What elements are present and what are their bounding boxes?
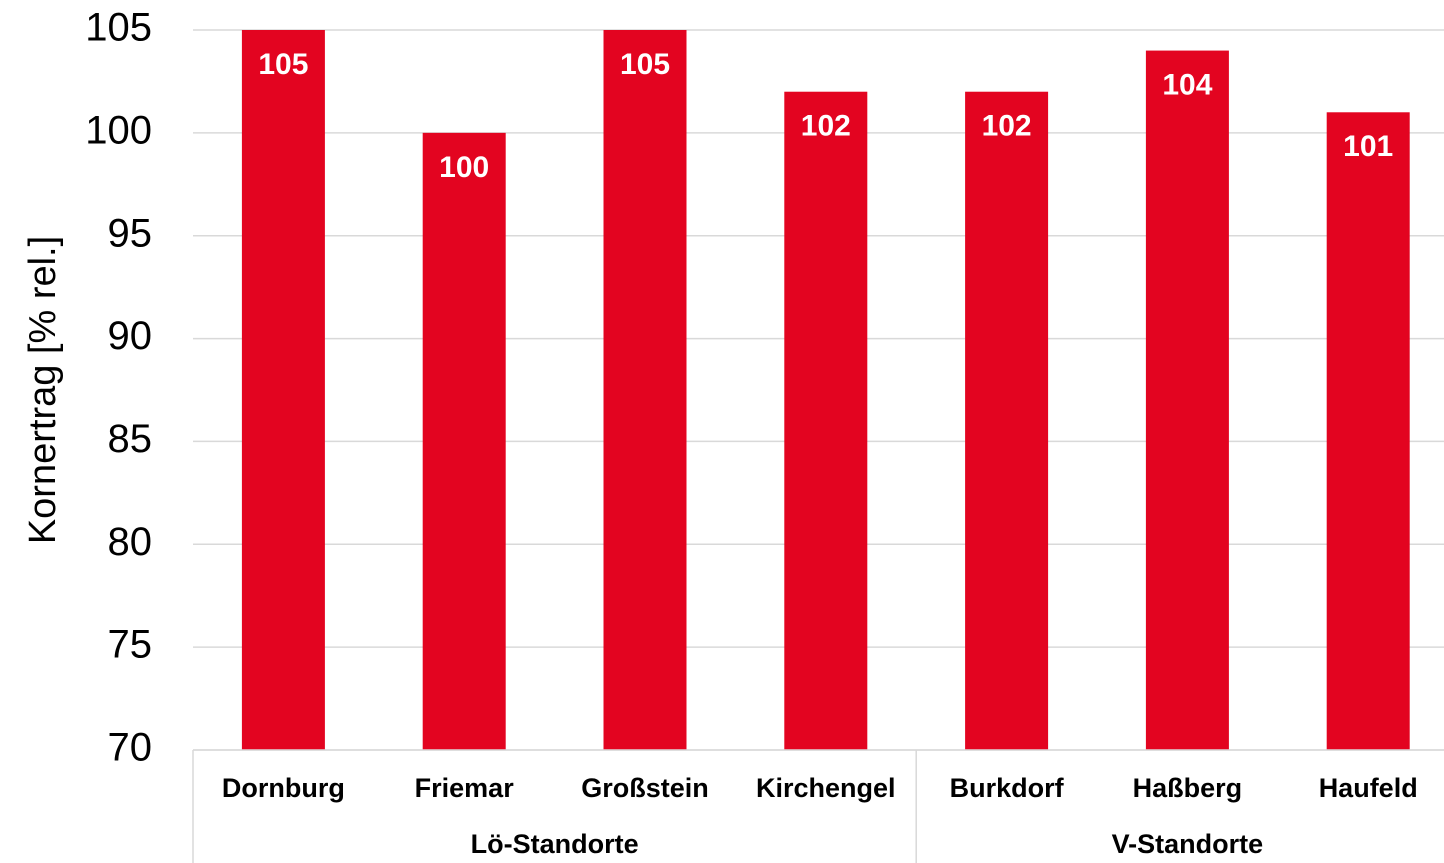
data-label: 104 — [1162, 68, 1212, 101]
data-label: 102 — [982, 110, 1032, 143]
data-label: 100 — [439, 151, 489, 184]
x-tick-label: Friemar — [415, 773, 515, 803]
y-tick-label: 105 — [85, 6, 152, 50]
y-axis-title: Kornertrag [% rel.] — [22, 236, 64, 544]
bar — [603, 30, 687, 750]
x-tick-label: Großstein — [581, 773, 709, 803]
x-tick-label: Burkdorf — [950, 773, 1065, 803]
group-label: Lö-Standorte — [471, 829, 639, 859]
y-tick-label: 80 — [108, 520, 153, 564]
bar — [422, 132, 506, 750]
data-label: 105 — [620, 48, 670, 81]
bar — [241, 30, 325, 750]
bar — [965, 91, 1049, 750]
data-label: 101 — [1343, 130, 1393, 163]
x-tick-label: Haßberg — [1133, 773, 1243, 803]
group-label: V-Standorte — [1112, 829, 1264, 859]
data-label: 105 — [258, 48, 308, 81]
y-tick-label: 75 — [108, 623, 153, 667]
y-tick-label: 70 — [108, 726, 153, 770]
bar — [1326, 112, 1410, 751]
y-tick-label: 85 — [108, 417, 153, 461]
x-tick-label: Kirchengel — [756, 773, 896, 803]
bar — [1145, 50, 1229, 751]
y-tick-label: 90 — [108, 314, 153, 358]
data-label: 102 — [801, 110, 851, 143]
x-tick-label: Haufeld — [1319, 773, 1418, 803]
bar — [784, 91, 868, 750]
y-tick-label: 100 — [85, 108, 152, 152]
y-tick-label: 95 — [108, 211, 153, 255]
x-tick-label: Dornburg — [222, 773, 345, 803]
